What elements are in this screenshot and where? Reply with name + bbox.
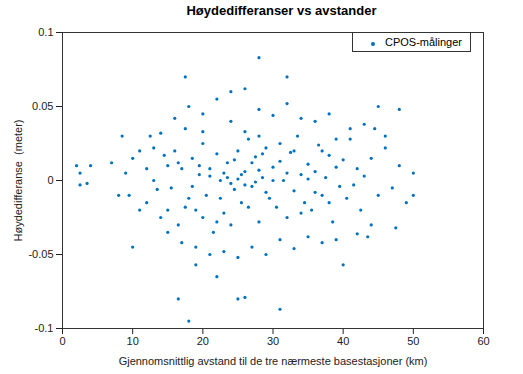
svg-text:-0.1: -0.1	[35, 322, 54, 334]
svg-text:50: 50	[407, 335, 419, 347]
svg-text:20: 20	[197, 335, 209, 347]
svg-text:30: 30	[267, 335, 279, 347]
svg-text:40: 40	[337, 335, 349, 347]
svg-text:0.1: 0.1	[38, 26, 53, 38]
svg-text:0: 0	[47, 174, 53, 186]
svg-text:60: 60	[477, 335, 489, 347]
svg-text:Gjennomsnittlig avstand til de: Gjennomsnittlig avstand til de tre nærme…	[119, 355, 428, 367]
svg-text:-0.05: -0.05	[28, 248, 53, 260]
svg-text:0.05: 0.05	[32, 100, 53, 112]
svg-text:10: 10	[127, 335, 139, 347]
html-text:Høydedifferanser vs avstander: Høydedifferanser vs avstander	[186, 3, 377, 18]
svg-text:0: 0	[59, 335, 65, 347]
html-text:CPOS-målinger: CPOS-målinger	[385, 36, 462, 48]
svg-text:Høydedifferanse (meter): Høydedifferanse (meter)	[12, 119, 24, 241]
